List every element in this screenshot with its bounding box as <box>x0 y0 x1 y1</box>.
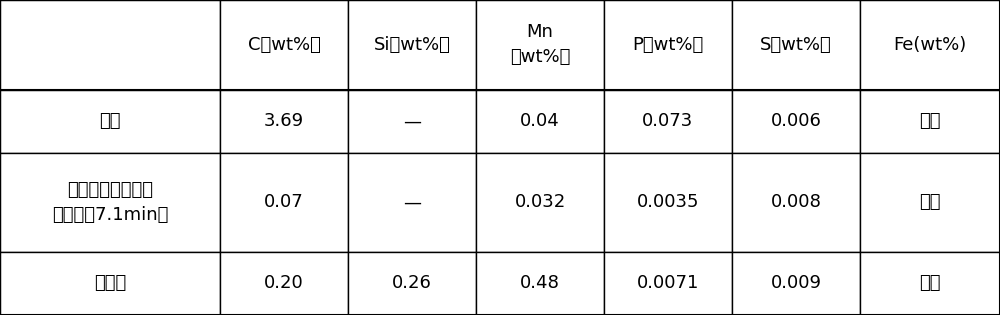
Text: 0.032: 0.032 <box>514 193 566 211</box>
Bar <box>604 0 732 90</box>
Bar <box>476 0 604 90</box>
Bar <box>732 153 860 252</box>
Bar <box>860 90 1000 153</box>
Text: 0.07: 0.07 <box>264 193 304 211</box>
Text: 3.69: 3.69 <box>264 112 304 130</box>
Text: 0.26: 0.26 <box>392 274 432 293</box>
Bar <box>0 153 220 252</box>
Bar <box>732 0 860 90</box>
Bar <box>476 90 604 153</box>
Bar <box>860 153 1000 252</box>
Bar <box>604 90 732 153</box>
Bar <box>732 90 860 153</box>
Text: 0.073: 0.073 <box>642 112 694 130</box>
Bar <box>348 90 476 153</box>
Text: P（wt%）: P（wt%） <box>632 36 704 54</box>
Bar <box>348 153 476 252</box>
Bar <box>604 153 732 252</box>
Text: Mn
（wt%）: Mn （wt%） <box>510 23 570 66</box>
Bar <box>0 0 220 90</box>
Text: 第二次加入造渣材
料并吹炼7.1min后: 第二次加入造渣材 料并吹炼7.1min后 <box>52 181 168 224</box>
Text: 0.009: 0.009 <box>770 274 822 293</box>
Bar <box>476 252 604 315</box>
Text: 余量: 余量 <box>919 112 941 130</box>
Bar <box>220 0 348 90</box>
Text: 0.20: 0.20 <box>264 274 304 293</box>
Bar <box>348 252 476 315</box>
Bar <box>0 90 220 153</box>
Bar <box>476 153 604 252</box>
Text: Fe(wt%): Fe(wt%) <box>893 36 967 54</box>
Text: 0.0035: 0.0035 <box>637 193 699 211</box>
Text: 0.006: 0.006 <box>771 112 821 130</box>
Bar <box>732 252 860 315</box>
Bar <box>220 252 348 315</box>
Text: S（wt%）: S（wt%） <box>760 36 832 54</box>
Text: 成品锂: 成品锂 <box>94 274 126 293</box>
Bar <box>348 0 476 90</box>
Text: —: — <box>403 112 421 130</box>
Text: C（wt%）: C（wt%） <box>248 36 320 54</box>
Text: Si（wt%）: Si（wt%） <box>374 36 450 54</box>
Bar <box>220 153 348 252</box>
Text: 0.04: 0.04 <box>520 112 560 130</box>
Text: 半锂: 半锂 <box>99 112 121 130</box>
Bar <box>860 252 1000 315</box>
Text: 0.008: 0.008 <box>771 193 821 211</box>
Text: 0.0071: 0.0071 <box>637 274 699 293</box>
Bar <box>220 90 348 153</box>
Bar <box>0 252 220 315</box>
Text: 0.48: 0.48 <box>520 274 560 293</box>
Text: 余量: 余量 <box>919 274 941 293</box>
Text: —: — <box>403 193 421 211</box>
Bar <box>604 252 732 315</box>
Bar <box>860 0 1000 90</box>
Text: 余量: 余量 <box>919 193 941 211</box>
